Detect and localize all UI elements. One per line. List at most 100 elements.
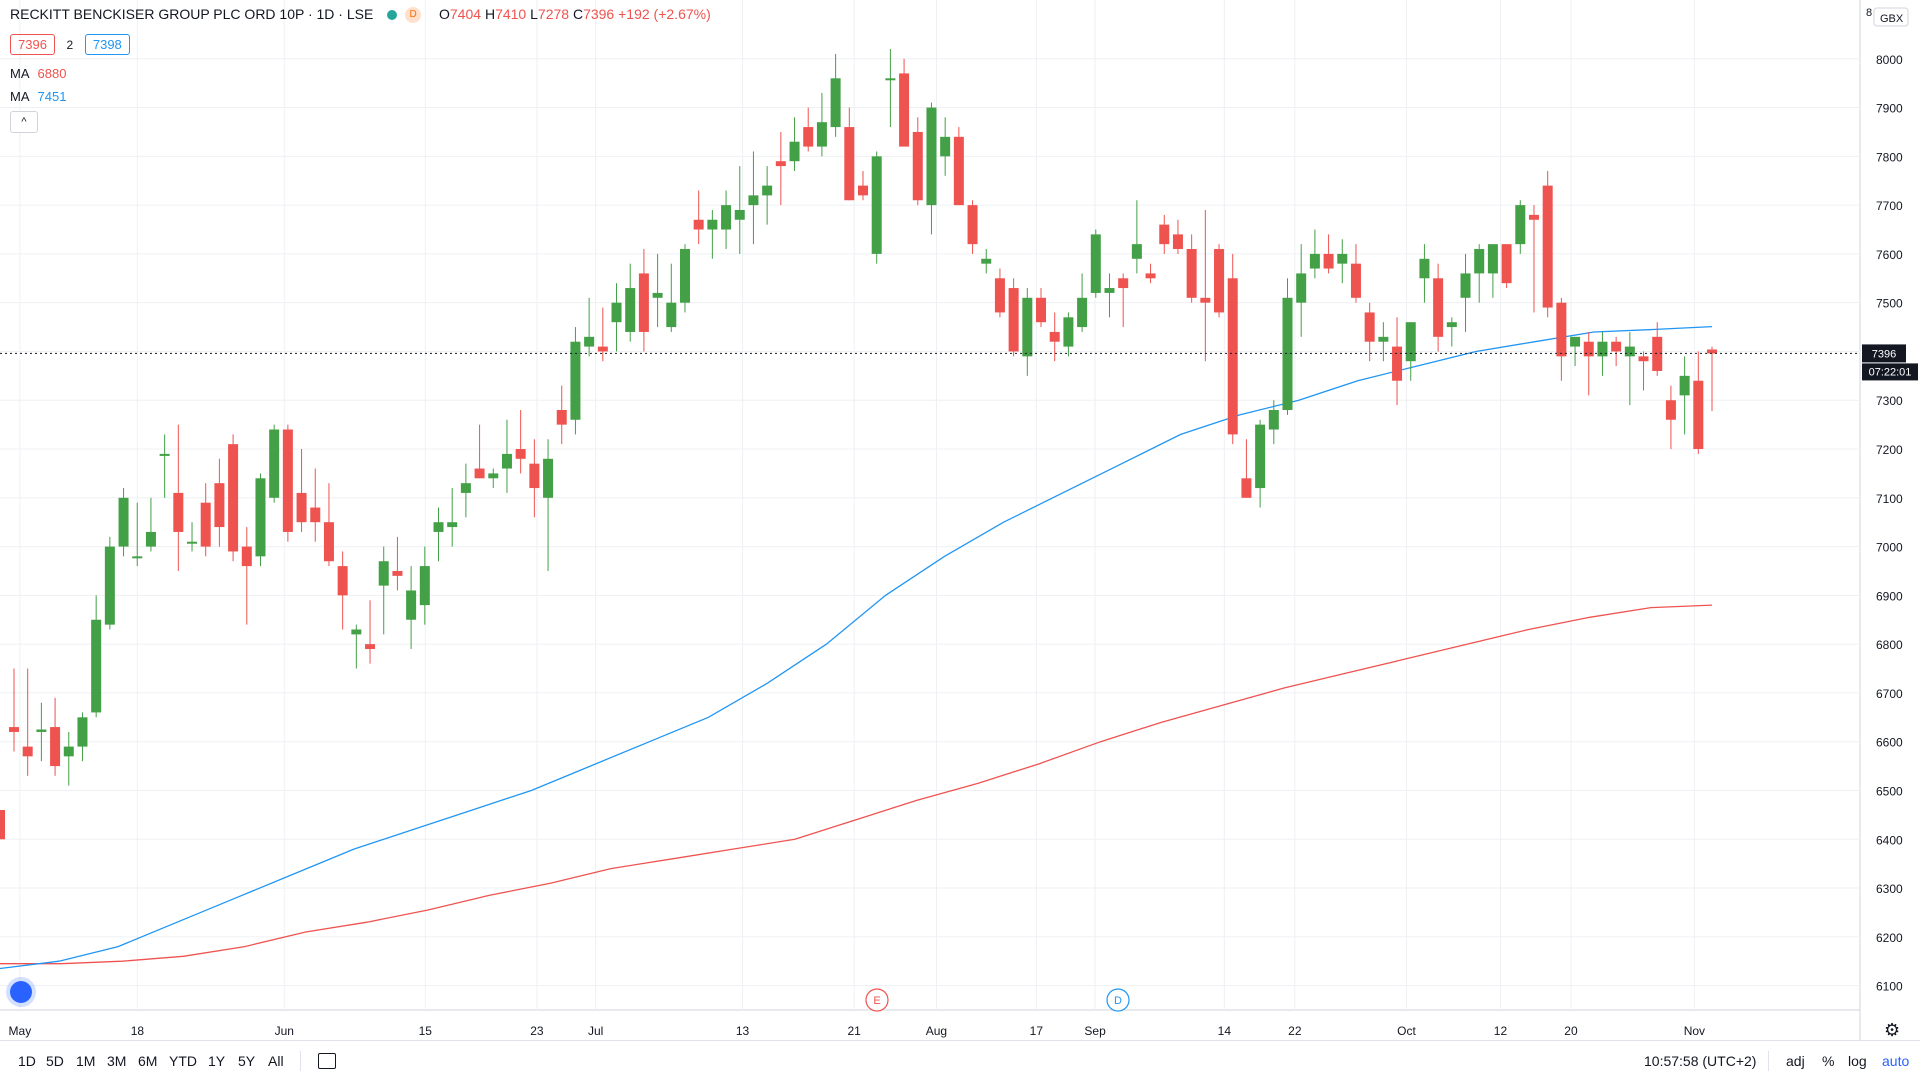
spread-value: 2 <box>66 37 74 52</box>
candle-body <box>1350 263 1361 298</box>
candle-body <box>200 502 211 547</box>
price-chart[interactable]: 6100 6200 6300 6400 6500 6600 6700 6800 6900 7000… <box>0 0 1920 1040</box>
event-marker-letter: D <box>1114 995 1122 1007</box>
indicator-ma-slow[interactable]: MA 6880 <box>10 66 67 81</box>
range-ytd[interactable]: YTD <box>169 1053 197 1069</box>
candle-body <box>474 468 485 479</box>
range-1y[interactable]: 1Y <box>208 1053 226 1069</box>
log-toggle[interactable]: log <box>1848 1053 1867 1069</box>
candle-body <box>981 258 992 264</box>
chart-grid <box>0 0 1861 1040</box>
range-all[interactable]: All <box>268 1053 284 1069</box>
candle-body <box>296 492 307 523</box>
collapse-legend-button[interactable]: ^ <box>10 111 38 133</box>
ask-price[interactable]: 7398 <box>84 34 130 55</box>
candle-body <box>460 483 471 493</box>
candle-body <box>679 249 690 303</box>
x-tick-label: Oct <box>1397 1024 1416 1038</box>
settings-gear-icon[interactable]: ⚙ <box>1884 1020 1901 1040</box>
toolbar-divider <box>1768 1051 1769 1071</box>
x-tick-label: 17 <box>1030 1024 1044 1038</box>
candle-body <box>1378 336 1389 342</box>
clock-timezone[interactable]: 10:57:58 (UTC+2) <box>1644 1053 1757 1069</box>
candle-body <box>1022 297 1033 357</box>
symbol-title[interactable]: RECKITT BENCKISER GROUP PLC ORD 10P · 1D… <box>10 6 374 22</box>
candle-body <box>241 546 252 567</box>
candle-body <box>282 429 293 532</box>
x-tick-label: 20 <box>1564 1024 1578 1038</box>
candle-body <box>159 453 170 456</box>
auto-toggle[interactable]: auto <box>1882 1053 1910 1069</box>
range-1m[interactable]: 1M <box>76 1053 96 1069</box>
calendar-icon[interactable] <box>318 1053 336 1069</box>
indicator-ma-fast[interactable]: MA 7451 <box>10 89 67 104</box>
time-axis: May 18 Jun 15 23 Jul 13 21 Aug 17 Sep 14 22 Oct 12 20 No… <box>9 1024 1706 1038</box>
range-6m[interactable]: 6M <box>138 1053 158 1069</box>
adj-toggle[interactable]: adj <box>1786 1053 1805 1069</box>
candle-body <box>22 746 33 757</box>
candle-body <box>1392 346 1403 381</box>
y-tick-label: 7300 <box>1876 394 1903 408</box>
candle-body <box>830 78 841 128</box>
candle-body <box>1172 234 1183 250</box>
candle-body <box>940 136 951 157</box>
market-status-icon <box>387 10 398 21</box>
candle-body <box>1446 322 1457 328</box>
range-5d[interactable]: 5D <box>46 1053 64 1069</box>
candle-body <box>556 410 567 425</box>
y-tick-label: 6500 <box>1876 784 1903 798</box>
candle-body <box>1528 214 1539 220</box>
tradingview-logo-icon[interactable] <box>6 977 36 1007</box>
x-tick-label: Jul <box>588 1024 603 1038</box>
range-3m[interactable]: 3M <box>107 1053 127 1069</box>
x-tick-label: Aug <box>926 1024 947 1038</box>
candle-body <box>63 746 74 757</box>
range-5y[interactable]: 5Y <box>238 1053 256 1069</box>
candle-body <box>899 73 910 147</box>
candle-body <box>9 727 19 732</box>
candle-body <box>1638 356 1649 362</box>
candle-body <box>378 561 389 586</box>
candle-body <box>1405 322 1416 362</box>
bid-price[interactable]: 7396 <box>10 34 55 55</box>
countdown-label: 07:22:01 <box>1869 366 1912 378</box>
ma-slow-line <box>0 604 1713 965</box>
candle-body <box>1186 249 1197 298</box>
candle-body <box>1693 380 1704 450</box>
candle-body <box>392 570 403 576</box>
candle-body <box>994 278 1005 313</box>
y-tick-label: 7700 <box>1876 199 1903 213</box>
x-tick-label: 18 <box>131 1024 145 1038</box>
range-1d[interactable]: 1D <box>18 1053 36 1069</box>
candle-body <box>1214 249 1225 313</box>
candle-body <box>1282 297 1293 410</box>
y-tick-label: 6100 <box>1876 980 1903 994</box>
percent-toggle[interactable]: % <box>1822 1053 1835 1069</box>
candle-body <box>91 619 102 713</box>
candle-body <box>187 541 198 544</box>
candle-body <box>1090 234 1101 293</box>
candle-body <box>1036 297 1047 323</box>
y-tick-label: 6300 <box>1876 882 1903 896</box>
y-tick-label: 6900 <box>1876 589 1903 603</box>
y-tick-label: 6200 <box>1876 931 1903 945</box>
candle-body <box>323 522 334 562</box>
event-marker-icon <box>865 988 889 1012</box>
y-tick-label: 7000 <box>1876 541 1903 555</box>
candle-body <box>1337 253 1348 264</box>
y-tick-label: 8 <box>1866 7 1872 19</box>
x-tick-label: 15 <box>419 1024 433 1038</box>
candle-body <box>748 195 759 206</box>
y-tick-label: 6600 <box>1876 736 1903 750</box>
candle-body <box>1542 185 1553 308</box>
y-tick-label: 7600 <box>1876 248 1903 262</box>
candle-body <box>488 473 499 479</box>
x-tick-label: 14 <box>1218 1024 1232 1038</box>
bottom-toolbar: 1D 5D 1M 3M 6M YTD 1Y 5Y All 10:57:58 (U… <box>0 1040 1920 1081</box>
candle-body <box>447 522 458 528</box>
candle-body <box>638 273 649 332</box>
candle-body <box>967 205 978 245</box>
candle-body <box>228 444 239 552</box>
candle-body <box>1583 341 1594 357</box>
y-tick-label: 7100 <box>1876 492 1903 506</box>
